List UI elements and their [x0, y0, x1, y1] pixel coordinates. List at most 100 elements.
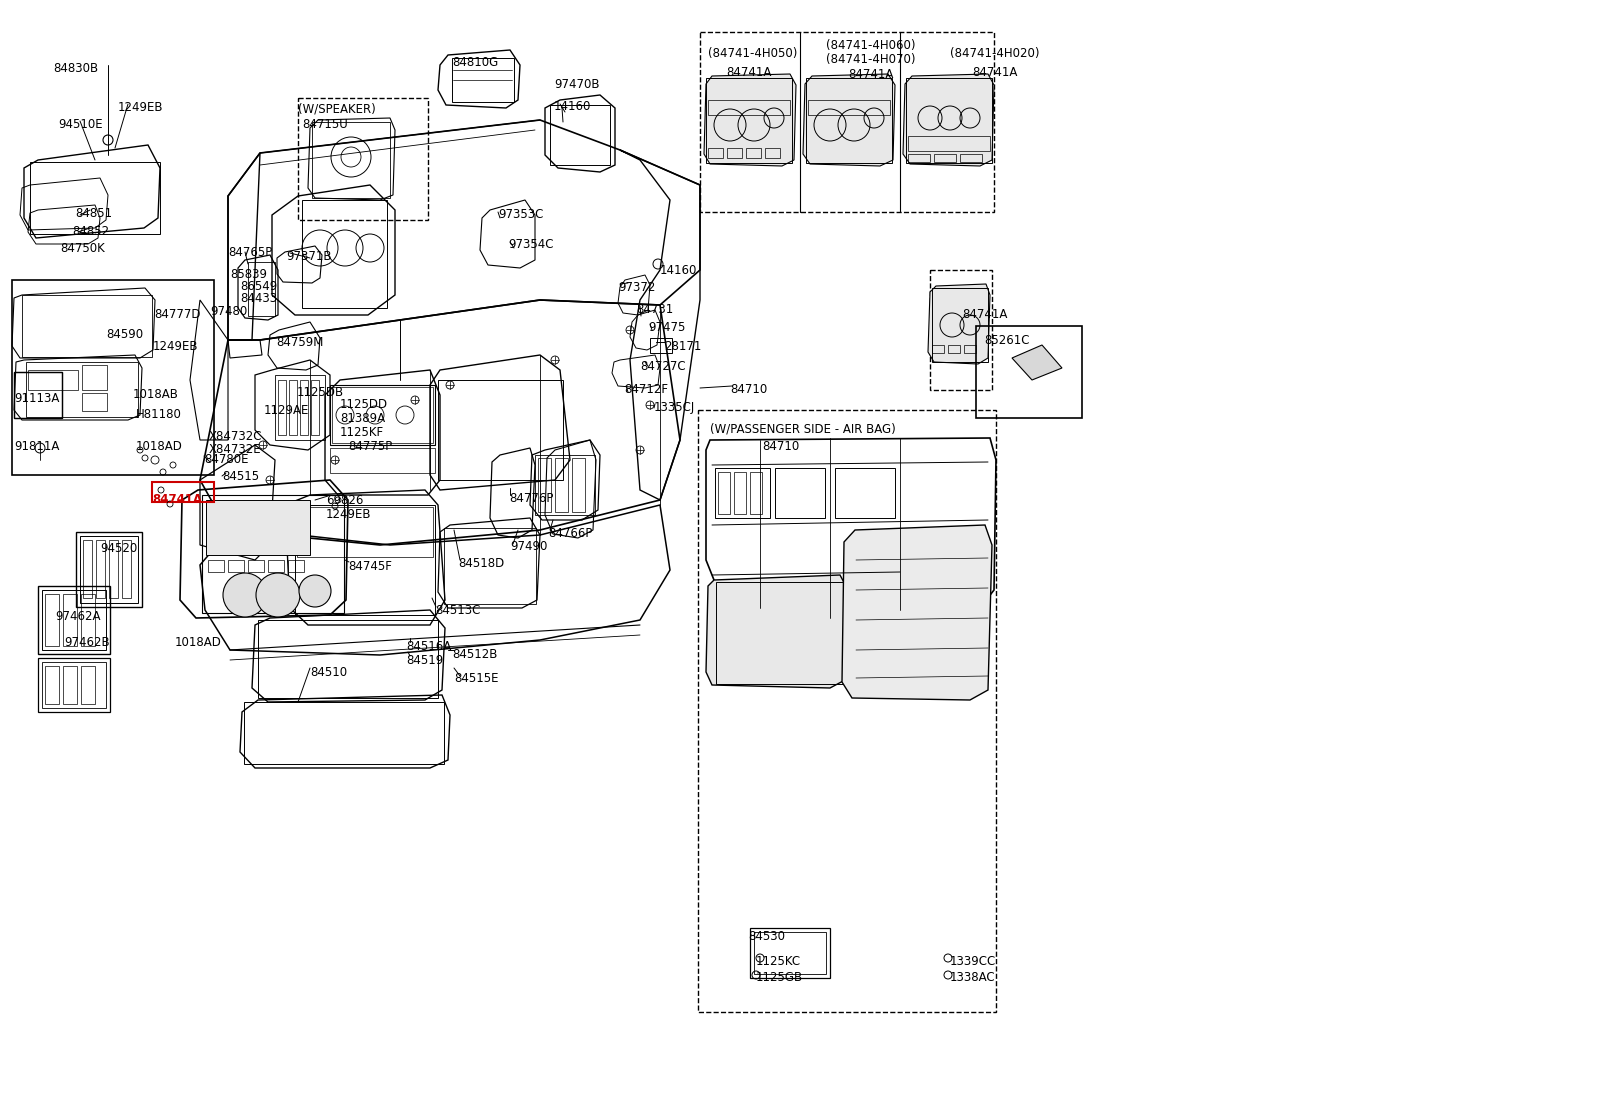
Text: 91113A: 91113A: [14, 392, 59, 406]
Text: 97480: 97480: [210, 305, 248, 318]
Bar: [202, 495, 344, 613]
Text: 1125GB: 1125GB: [757, 971, 803, 984]
Text: 97462B: 97462B: [64, 636, 110, 649]
Bar: [765, 148, 781, 158]
Text: 84715U: 84715U: [302, 118, 347, 131]
Text: 1125KC: 1125KC: [757, 955, 802, 968]
Text: 97490: 97490: [510, 540, 547, 553]
Text: 97372: 97372: [618, 281, 656, 294]
Circle shape: [299, 575, 331, 607]
Text: H81180: H81180: [136, 408, 182, 421]
Bar: [208, 560, 224, 572]
Bar: [30, 162, 160, 234]
Polygon shape: [902, 74, 994, 166]
Text: 84851: 84851: [75, 207, 112, 220]
Bar: [931, 345, 944, 353]
Bar: [290, 380, 298, 435]
Bar: [726, 148, 742, 158]
Text: 84516A: 84516A: [406, 640, 451, 653]
Circle shape: [222, 573, 267, 618]
Text: 97470B: 97470B: [554, 78, 600, 91]
Bar: [906, 78, 992, 163]
Bar: [701, 32, 994, 212]
Text: 85839: 85839: [230, 268, 267, 281]
Bar: [754, 932, 826, 974]
Bar: [310, 380, 318, 435]
Bar: [80, 536, 138, 603]
Text: 84852: 84852: [72, 225, 109, 238]
Text: (84741-4H070): (84741-4H070): [826, 52, 915, 66]
Bar: [715, 468, 770, 518]
Bar: [275, 375, 325, 440]
Bar: [960, 154, 982, 162]
Bar: [650, 338, 672, 353]
Polygon shape: [1013, 345, 1062, 380]
Text: X84732C: X84732C: [210, 430, 262, 443]
Bar: [298, 98, 429, 220]
Text: 84741A: 84741A: [726, 66, 771, 79]
Text: 84759M: 84759M: [277, 336, 323, 349]
Text: 84780E: 84780E: [205, 453, 248, 466]
Text: 91811A: 91811A: [14, 440, 59, 453]
Text: 84745F: 84745F: [349, 560, 392, 573]
Bar: [96, 540, 106, 598]
Bar: [538, 458, 550, 512]
Bar: [243, 702, 445, 764]
Text: 84731: 84731: [637, 303, 674, 316]
Text: 84515: 84515: [222, 470, 259, 483]
Text: 97371B: 97371B: [286, 250, 331, 263]
Bar: [13, 280, 214, 475]
Text: 1018AD: 1018AD: [174, 636, 222, 649]
Bar: [453, 58, 514, 102]
Text: 84766P: 84766P: [547, 527, 592, 540]
Bar: [550, 105, 610, 165]
Bar: [534, 455, 595, 515]
Bar: [438, 380, 563, 480]
Bar: [947, 345, 960, 353]
Bar: [42, 662, 106, 708]
Bar: [707, 148, 723, 158]
Text: 86549: 86549: [240, 280, 277, 293]
Bar: [312, 122, 390, 198]
Text: 84765P: 84765P: [229, 246, 272, 259]
Bar: [750, 472, 762, 514]
Text: (84741-4H060): (84741-4H060): [826, 39, 915, 52]
Text: 84433: 84433: [240, 292, 277, 305]
Bar: [706, 78, 792, 163]
Text: 84512B: 84512B: [453, 648, 498, 661]
Text: 1125DB: 1125DB: [298, 386, 344, 399]
Text: 97354C: 97354C: [509, 238, 554, 251]
Polygon shape: [803, 74, 894, 166]
Text: 1129AE: 1129AE: [264, 404, 309, 418]
Text: (84741-4H050): (84741-4H050): [707, 47, 797, 60]
Bar: [734, 472, 746, 514]
Text: 14160: 14160: [661, 265, 698, 277]
Bar: [330, 448, 435, 473]
Bar: [718, 472, 730, 514]
Text: 84776P: 84776P: [509, 492, 554, 505]
Bar: [152, 482, 214, 502]
Bar: [83, 540, 93, 598]
Bar: [333, 387, 434, 443]
Bar: [806, 78, 893, 163]
Text: 81389A: 81389A: [339, 412, 386, 425]
Bar: [294, 505, 435, 615]
Bar: [45, 666, 59, 704]
Text: 84515E: 84515E: [454, 672, 499, 685]
Bar: [931, 287, 989, 362]
Text: 84519: 84519: [406, 654, 443, 667]
Bar: [82, 593, 94, 646]
Text: 84830B: 84830B: [53, 62, 98, 75]
Text: 84518D: 84518D: [458, 557, 504, 571]
Bar: [930, 270, 992, 390]
Text: X84732E: X84732E: [210, 443, 262, 456]
Polygon shape: [842, 525, 992, 700]
Text: 84530: 84530: [749, 930, 786, 943]
Text: 14160: 14160: [554, 99, 592, 113]
Text: 1125KF: 1125KF: [339, 426, 384, 439]
Bar: [835, 468, 894, 518]
Bar: [750, 928, 830, 978]
Bar: [29, 371, 78, 390]
Bar: [301, 380, 307, 435]
Text: 1018AD: 1018AD: [136, 440, 182, 453]
